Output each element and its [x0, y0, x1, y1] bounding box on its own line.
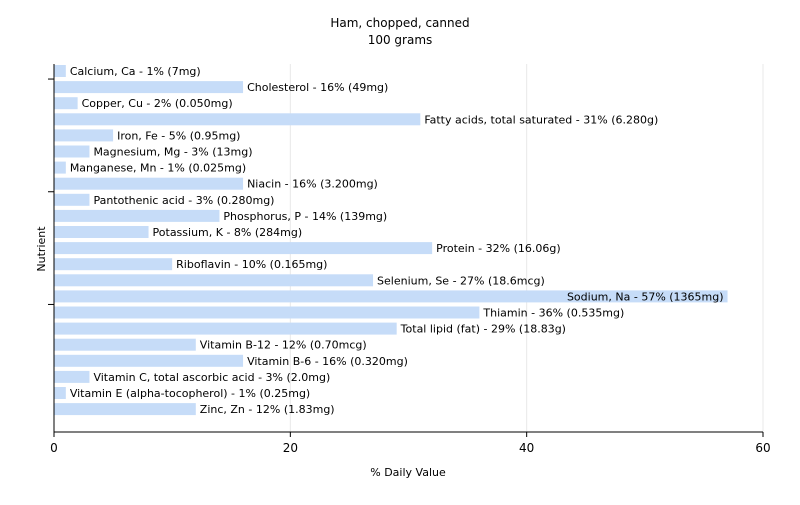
bar-label: Potassium, K - 8% (284mg) [153, 226, 303, 239]
chart-subtitle: 100 grams [368, 33, 433, 47]
y-axis-title: Nutrient [35, 226, 48, 272]
chart-title: Ham, chopped, canned [330, 16, 469, 30]
bar [54, 145, 90, 158]
bar [54, 242, 433, 255]
bar [54, 161, 66, 174]
bar [54, 306, 480, 319]
bar [54, 387, 66, 399]
bar [54, 81, 244, 94]
bar-label: Calcium, Ca - 1% (7mg) [70, 65, 201, 78]
bar-label: Protein - 32% (16.06g) [436, 242, 561, 255]
bar [54, 209, 220, 222]
bar-labels: Calcium, Ca - 1% (7mg) Cholesterol - 16% … [70, 65, 724, 416]
bar-label: Fatty acids, total saturated - 31% (6.28… [424, 113, 658, 126]
bar [54, 354, 244, 367]
bar-label: Vitamin B-6 - 16% (0.320mg) [247, 355, 408, 368]
bar-label: Manganese, Mn - 1% (0.025mg) [70, 162, 246, 175]
bar-label: Magnesium, Mg - 3% (13mg) [93, 146, 252, 159]
bar-label: Pantothenic acid - 3% (0.280mg) [93, 194, 274, 207]
bar [54, 403, 196, 416]
bars [54, 65, 728, 416]
bar-label: Cholesterol - 16% (49mg) [247, 81, 388, 94]
bar-label: Sodium, Na - 57% (1365mg) [567, 290, 724, 303]
axes: 0 20 40 60 [48, 64, 771, 455]
bar-label: Copper, Cu - 2% (0.050mg) [82, 97, 233, 110]
bar [54, 65, 66, 77]
bar-label: Phosphorus, P - 14% (139mg) [223, 210, 387, 223]
bar-label: Vitamin E (alpha-tocopherol) - 1% (0.25m… [70, 387, 310, 400]
bar [54, 258, 173, 271]
bar [54, 370, 90, 383]
bar-label: Selenium, Se - 27% (18.6mcg) [377, 274, 545, 287]
bar-label: Iron, Fe - 5% (0.95mg) [117, 129, 240, 142]
x-tick-label: 20 [283, 441, 298, 455]
bar-label: Vitamin B-12 - 12% (0.70mcg) [200, 339, 367, 352]
bar-label: Zinc, Zn - 12% (1.83mg) [200, 403, 335, 416]
bar-label: Total lipid (fat) - 29% (18.83g) [400, 323, 566, 336]
bar-label: Thiamin - 36% (0.535mg) [482, 307, 624, 320]
bar [54, 274, 374, 287]
bar-label: Vitamin C, total ascorbic acid - 3% (2.0… [93, 371, 330, 384]
bar [54, 338, 196, 351]
bar [54, 193, 90, 206]
bar-label: Niacin - 16% (3.200mg) [247, 178, 378, 191]
bar [54, 290, 728, 303]
bar [54, 97, 78, 110]
bar [54, 177, 244, 190]
x-tick-label: 0 [50, 441, 58, 455]
bar [54, 129, 114, 142]
bar [54, 226, 149, 238]
x-tick-label: 40 [519, 441, 534, 455]
bar [54, 113, 421, 126]
bar [54, 322, 397, 335]
x-axis-title: % Daily Value [370, 466, 446, 479]
bar-label: Riboflavin - 10% (0.165mg) [176, 258, 327, 271]
x-tick-label: 60 [755, 441, 770, 455]
